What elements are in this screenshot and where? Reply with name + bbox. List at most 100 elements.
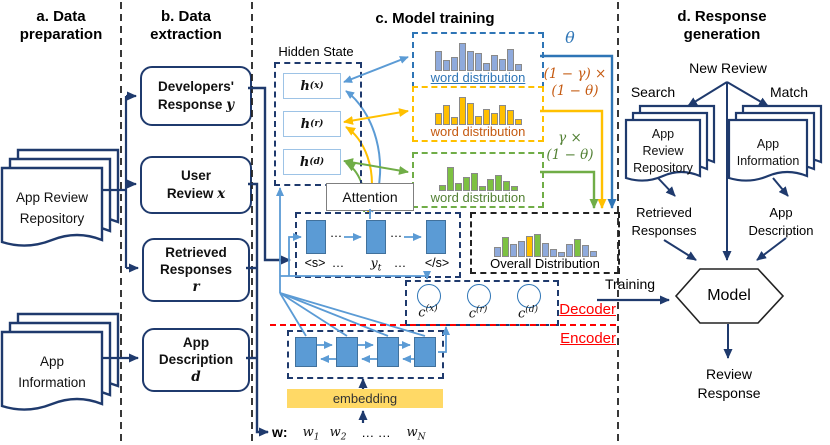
word-distribution-r-bar bbox=[498, 105, 506, 125]
app-review-repository-label: App Review Repository bbox=[15, 190, 89, 226]
w-dots: … … bbox=[361, 425, 391, 440]
hidden-state-hx: h (x) bbox=[283, 73, 341, 99]
word-distribution-r-bar bbox=[450, 117, 458, 125]
decoder-label: Decoder bbox=[559, 301, 616, 318]
data-prep-to-extraction-arrows bbox=[102, 91, 139, 363]
word-distribution-r-bar bbox=[466, 103, 474, 125]
var-d: d bbox=[191, 368, 201, 385]
w-row-prefix: w: bbox=[272, 424, 288, 440]
encoder-cell-2 bbox=[336, 337, 358, 367]
context-cx-label: c(x) bbox=[418, 304, 438, 321]
app-info-stack-label: App Information bbox=[736, 137, 800, 168]
overall-distribution-bar bbox=[493, 247, 501, 257]
w2-token: w2 bbox=[329, 425, 347, 443]
decoder-token-yt: yt bbox=[370, 255, 382, 274]
word-distribution-x-bar bbox=[482, 63, 490, 71]
word-distribution-d-bar bbox=[486, 179, 494, 191]
context-cr-label: c(r) bbox=[468, 305, 488, 322]
hidden-state-hr: h (r) bbox=[283, 111, 341, 137]
overall-distribution-label: Overall Distribution bbox=[490, 256, 600, 271]
decoder-token-bos: <s> bbox=[304, 256, 326, 270]
word-distribution-d-bar bbox=[470, 173, 478, 191]
section-d-title: d. Response generation bbox=[677, 8, 767, 43]
match-label: Match bbox=[769, 84, 809, 100]
word-distribution-d-bar bbox=[502, 181, 510, 191]
word-distribution-r-bar bbox=[490, 113, 498, 125]
hidden-state-hd: h (d) bbox=[283, 149, 341, 175]
model-label: Model bbox=[707, 287, 751, 304]
encoder-cell-1 bbox=[295, 337, 317, 367]
word-distribution-r-bar bbox=[434, 113, 442, 125]
var-y: y bbox=[226, 96, 235, 113]
overall-distribution-bar bbox=[525, 236, 533, 257]
decoder-token-dots2: … bbox=[393, 256, 407, 270]
word-distribution-x-bar bbox=[490, 55, 498, 71]
new-review-label: New Review bbox=[689, 60, 767, 76]
section-c-title: c. Model training bbox=[375, 10, 495, 27]
theta-weight: θ bbox=[565, 28, 575, 47]
word-distribution-x-bar bbox=[514, 64, 522, 71]
section-a-title: a. Data preparation bbox=[19, 8, 103, 43]
encoder-label: Encoder bbox=[560, 330, 616, 347]
section-b-title: b. Data extraction bbox=[150, 8, 222, 43]
hidden-state-label: Hidden State bbox=[278, 44, 354, 59]
word-distribution-d-bar bbox=[510, 186, 518, 191]
review-response-label: Review Response bbox=[697, 366, 761, 401]
word-distribution-x-bar bbox=[434, 51, 442, 71]
word-distribution-x-bar bbox=[474, 53, 482, 71]
retrieved-responses-box: Retrieved Responses r bbox=[142, 238, 250, 302]
word-distribution-x-box: word distribution bbox=[412, 32, 544, 88]
overall-distribution-box: Overall Distribution bbox=[470, 212, 620, 274]
decoder-cell-2 bbox=[366, 220, 386, 254]
w1-token: w1 bbox=[302, 425, 320, 443]
overall-distribution-bar bbox=[581, 245, 589, 257]
attention-box: Attention bbox=[326, 183, 414, 211]
app-description-box: App Description d bbox=[142, 328, 250, 392]
word-distribution-r-bar bbox=[506, 110, 514, 125]
overall-distribution-chart bbox=[493, 231, 597, 257]
overall-distribution-bar bbox=[557, 252, 565, 257]
decoder-token-dots1: … bbox=[331, 256, 345, 270]
embedding-layer: embedding bbox=[287, 389, 443, 408]
word-distribution-d-label: word distribution bbox=[430, 190, 526, 205]
app-information-label: App Information bbox=[18, 354, 86, 390]
word-distribution-r-bar bbox=[442, 105, 450, 125]
decoder-dots-top-1: … bbox=[329, 226, 343, 240]
developers-response-box: Developers' Response y bbox=[140, 66, 252, 126]
word-distribution-d-bar bbox=[454, 183, 462, 191]
decoder-cell-3 bbox=[426, 220, 446, 254]
word-distribution-x-bar bbox=[506, 49, 514, 71]
training-label: Training bbox=[604, 276, 656, 292]
word-distribution-x-bar bbox=[450, 57, 458, 71]
user-review-box: User Review x bbox=[140, 156, 252, 214]
overall-distribution-bar bbox=[573, 239, 581, 257]
encoder-cell-4 bbox=[414, 337, 436, 367]
encoder-cell-3 bbox=[377, 337, 399, 367]
decoder-token-eos: </s> bbox=[424, 256, 450, 270]
word-distribution-r-chart bbox=[434, 95, 522, 125]
overall-distribution-bar bbox=[565, 244, 573, 257]
overall-distribution-bar bbox=[549, 249, 557, 257]
gamma-weight: γ × (1 − θ) bbox=[546, 130, 594, 163]
word-distribution-x-chart bbox=[434, 41, 522, 71]
repo-stack-label: App Review Repository bbox=[633, 127, 693, 175]
word-distribution-x-bar bbox=[498, 59, 506, 71]
word-distribution-d-bar bbox=[446, 167, 454, 191]
context-cr-circle bbox=[467, 284, 491, 308]
var-x: x bbox=[217, 185, 226, 202]
word-distribution-r-bar bbox=[514, 119, 522, 125]
word-distribution-r-box: word distribution bbox=[412, 86, 544, 142]
context-cd-label: c(d) bbox=[517, 305, 539, 322]
word-distribution-r-bar bbox=[482, 109, 490, 125]
overall-distribution-bar bbox=[533, 234, 541, 257]
word-distribution-r-bar bbox=[458, 97, 466, 125]
overall-distribution-bar bbox=[517, 241, 525, 257]
word-distribution-x-bar bbox=[466, 51, 474, 71]
wn-token: wN bbox=[406, 425, 426, 443]
overall-distribution-bar bbox=[501, 237, 509, 257]
word-distribution-d-box: word distribution bbox=[412, 152, 544, 208]
app-description-label: App Description bbox=[748, 205, 814, 238]
search-label: Search bbox=[630, 84, 676, 100]
overall-distribution-bar bbox=[541, 243, 549, 257]
